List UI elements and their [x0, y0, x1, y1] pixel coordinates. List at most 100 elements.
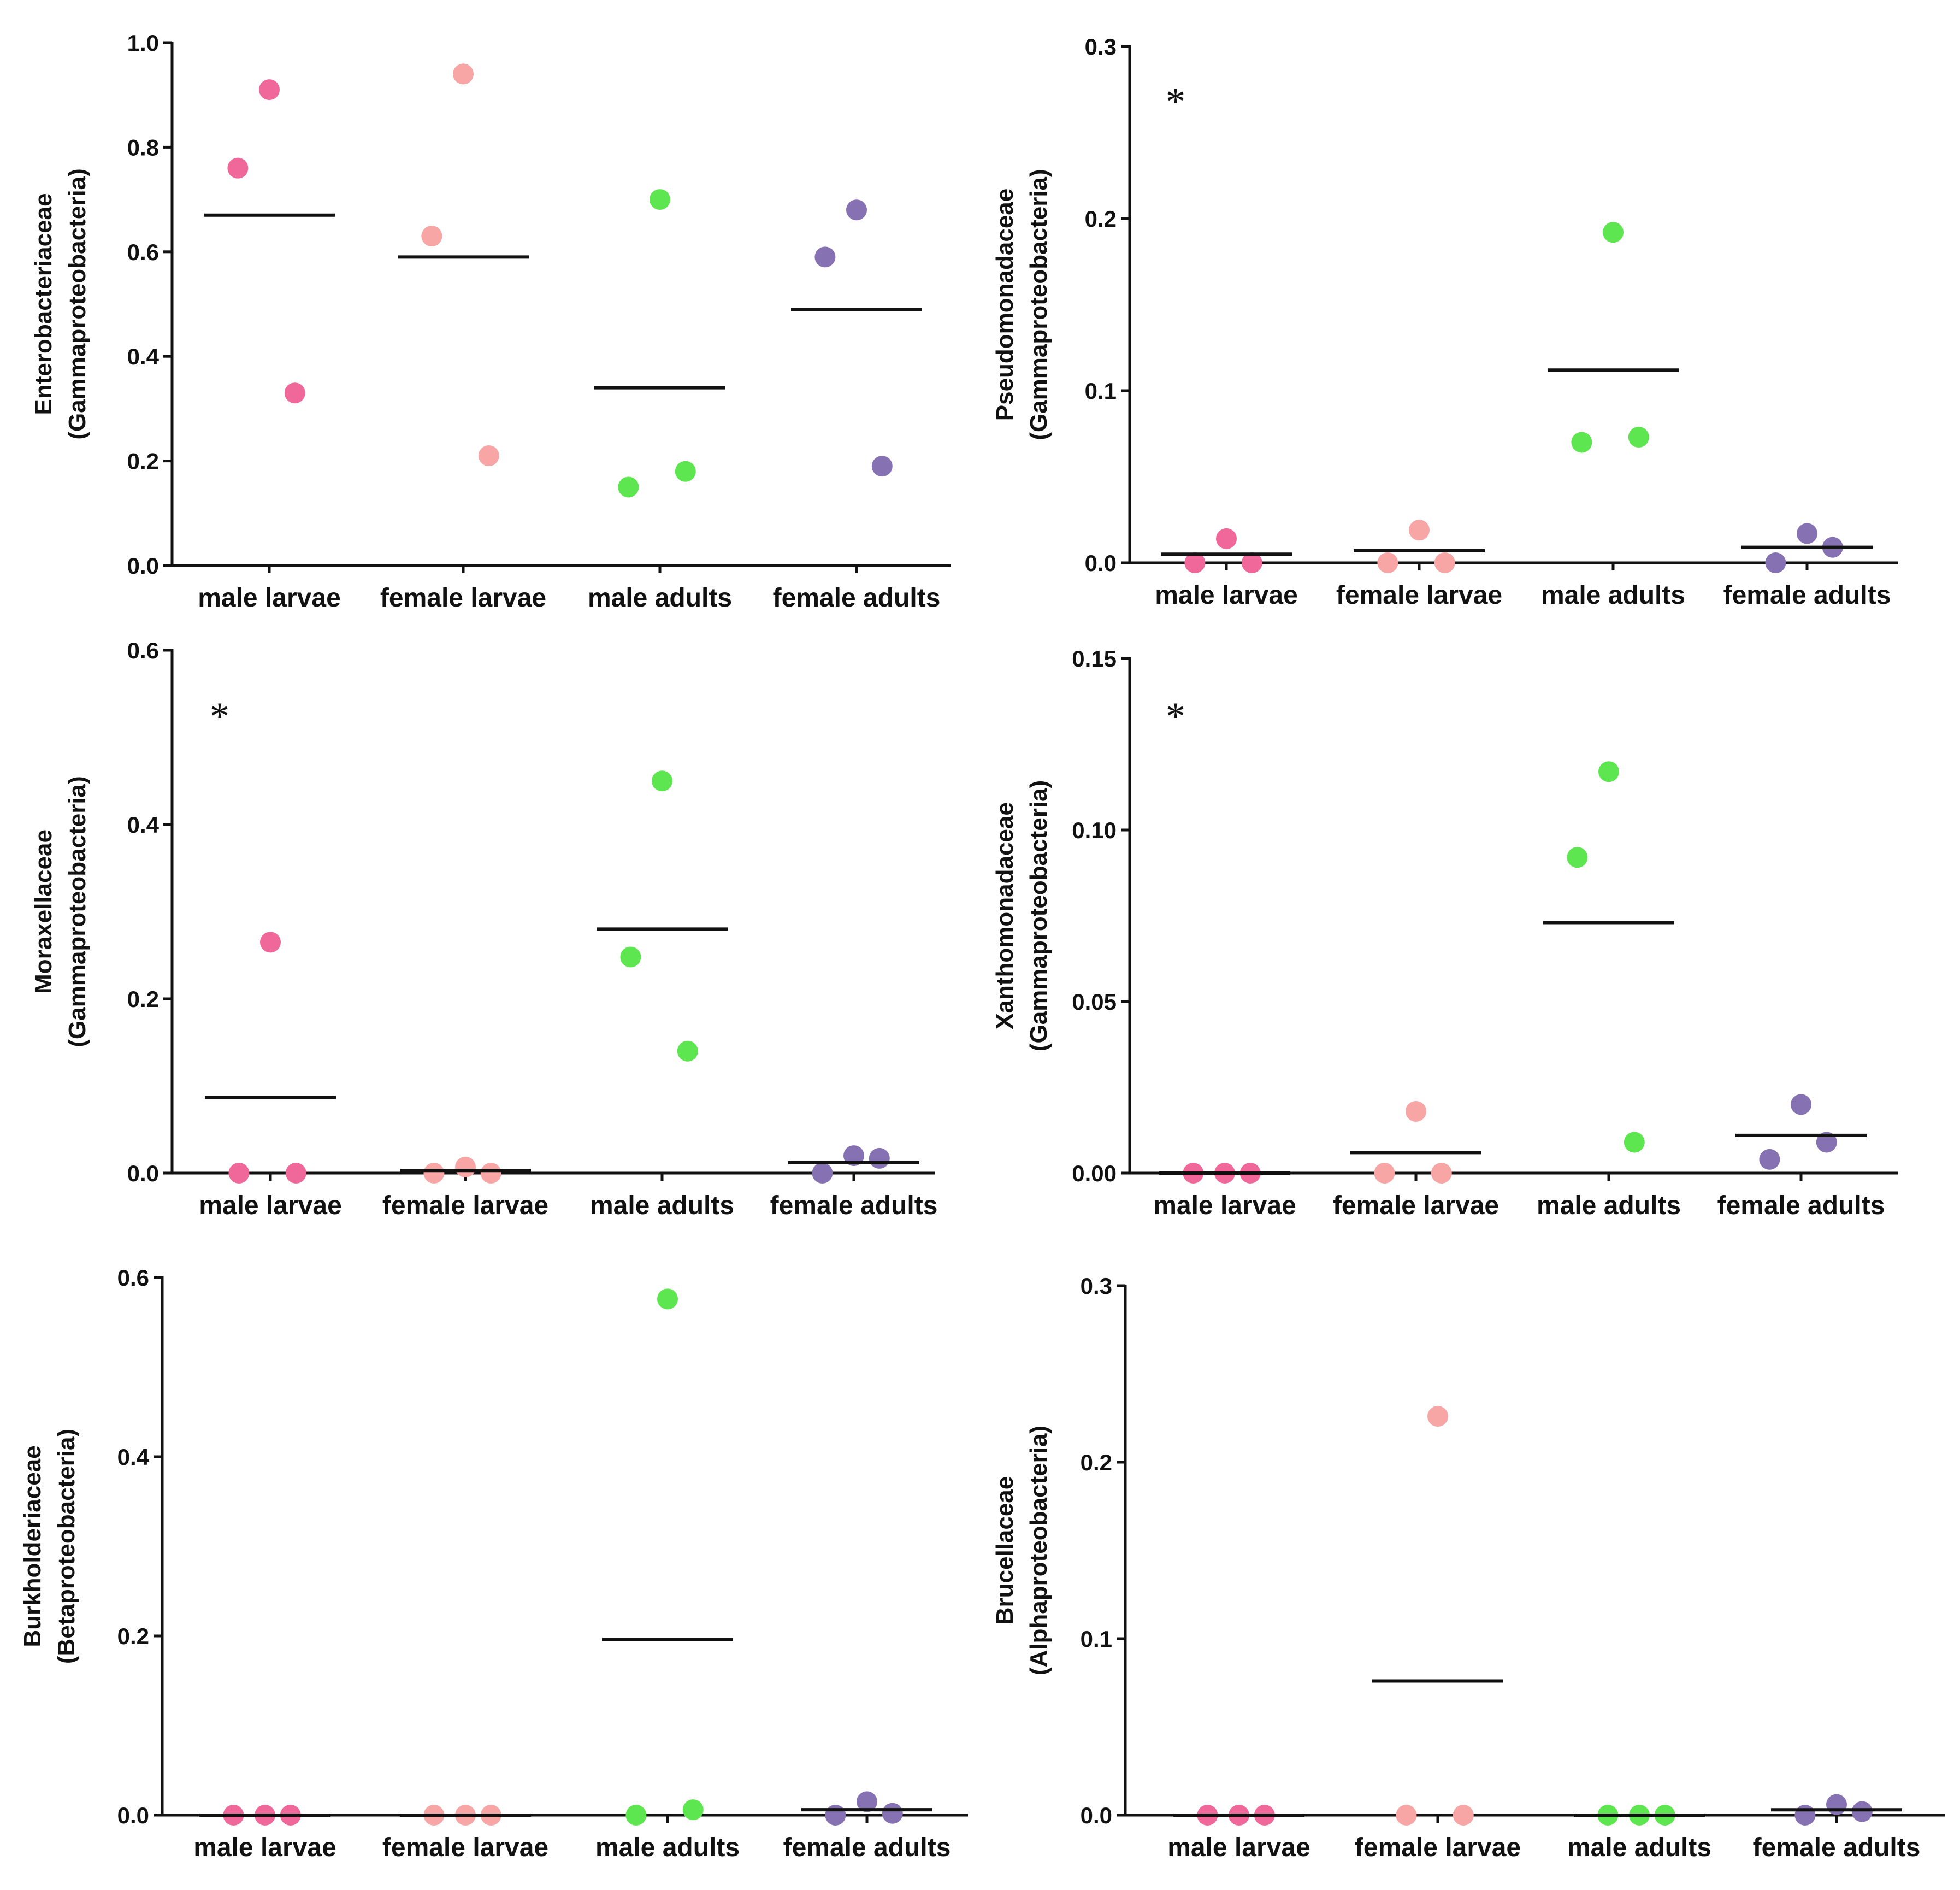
- y-tick-label: 1.0: [127, 30, 159, 56]
- y-axis-label: Xanthomonadaceae: [991, 802, 1018, 1029]
- y-tick-label: 0.15: [1072, 646, 1117, 672]
- panel-1: 0.0 0.2 0.4 0.6 0.8 1.0 Enterobacteriaceae (Gam…: [30, 30, 951, 613]
- data-point: [1603, 222, 1624, 243]
- y-tick-label: 0.2: [1081, 1450, 1112, 1475]
- data-point: [857, 1791, 877, 1812]
- x-tick-label: female larvae: [1336, 581, 1502, 610]
- y-tick-label: 0.0: [117, 1803, 149, 1828]
- data-point: [682, 1799, 704, 1821]
- y-axis-label: Burkholderiaceae: [19, 1445, 46, 1647]
- y-tick-label: 0.3: [1085, 34, 1117, 60]
- y-tick-label: 0.2: [117, 1623, 149, 1649]
- x-tick-label: male adults: [590, 1191, 734, 1220]
- x-tick-label: male adults: [1541, 581, 1685, 610]
- data-point: [285, 1163, 306, 1184]
- y-tick-label: 0.6: [117, 1265, 149, 1291]
- data-point: [1791, 1094, 1811, 1115]
- data-point: [675, 461, 696, 482]
- data-point: [1406, 1100, 1426, 1122]
- data-point: [228, 1163, 250, 1184]
- x-tick-label: female adults: [773, 584, 941, 613]
- significance-marker: *: [210, 694, 229, 738]
- data-point: [869, 1147, 890, 1169]
- data-point: [1434, 552, 1455, 573]
- data-point: [1794, 1805, 1816, 1826]
- y-axis-label: Moraxellaceae: [30, 829, 57, 994]
- data-point: [846, 199, 867, 221]
- data-point: [1759, 1149, 1780, 1170]
- data-point: [1377, 552, 1398, 573]
- y-axis-sublabel: (Gammaproteobacteria): [64, 776, 91, 1047]
- y-tick-label: 0.6: [127, 239, 159, 265]
- y-tick-label: 0.2: [1085, 206, 1117, 232]
- x-tick-label: male adults: [1537, 1191, 1681, 1220]
- data-point: [652, 770, 672, 792]
- x-tick-label: male larvae: [1167, 1833, 1310, 1862]
- data-point: [1216, 528, 1237, 549]
- data-point: [455, 1156, 476, 1177]
- x-tick-label: male larvae: [193, 1833, 336, 1862]
- panel-6: 0.0 0.1 0.2 0.3 Brucellaceae (Alphaproteobact…: [991, 1273, 1945, 1862]
- data-point: [259, 79, 280, 101]
- x-tick-label: male larvae: [198, 584, 341, 613]
- data-point: [478, 445, 499, 467]
- data-point: [1241, 552, 1262, 573]
- data-point: [825, 1805, 846, 1826]
- data-point: [284, 382, 305, 404]
- data-point: [871, 456, 893, 477]
- data-point: [657, 1288, 678, 1310]
- data-point: [620, 946, 641, 968]
- x-tick-label: female larvae: [382, 1191, 548, 1220]
- y-axis-sublabel: (Alphaproteobacteria): [1025, 1426, 1052, 1675]
- y-axis-label: Pseudomonadaceae: [991, 189, 1018, 421]
- x-tick-label: female larvae: [382, 1833, 548, 1862]
- y-axis-label: Enterobacteriaceae: [30, 193, 57, 415]
- panel-3: 0.0 0.2 0.4 0.6 Moraxellaceae (Gammaproteobac…: [30, 638, 937, 1220]
- data-point: [227, 157, 249, 179]
- data-point: [1571, 432, 1592, 453]
- y-tick-label: 0.1: [1085, 378, 1117, 404]
- data-point: [480, 1163, 501, 1184]
- x-tick-label: male larvae: [199, 1191, 342, 1220]
- data-point: [453, 63, 474, 85]
- panel-2: 0.0 0.1 0.2 0.3 Pseudomonadaceae (Gammaproteo…: [991, 34, 1898, 610]
- y-axis-sublabel: (Gammaproteobacteria): [1025, 169, 1052, 440]
- data-point: [1431, 1163, 1452, 1184]
- x-tick-label: female adults: [783, 1833, 951, 1862]
- data-point: [1624, 1132, 1645, 1153]
- data-point: [1816, 1132, 1837, 1153]
- y-axis-sublabel: (Gammaproteobacteria): [64, 168, 91, 439]
- x-tick-label: male larvae: [1153, 1191, 1296, 1220]
- x-tick-label: female larvae: [1355, 1833, 1521, 1862]
- data-point: [1374, 1163, 1395, 1184]
- data-point: [1453, 1805, 1474, 1826]
- x-tick-label: female larvae: [380, 584, 546, 613]
- x-tick-label: male adults: [1567, 1833, 1711, 1862]
- y-tick-label: 0.8: [127, 134, 159, 160]
- data-point: [1851, 1801, 1873, 1822]
- x-tick-label: male larvae: [1155, 581, 1298, 610]
- significance-marker: *: [1166, 80, 1185, 123]
- data-point: [812, 1163, 833, 1184]
- data-point: [423, 1163, 445, 1184]
- y-tick-label: 0.4: [127, 812, 160, 838]
- y-tick-label: 0.6: [127, 638, 159, 663]
- data-point: [677, 1040, 698, 1062]
- data-point: [1184, 552, 1206, 573]
- data-point: [1567, 847, 1588, 868]
- data-point: [625, 1805, 647, 1826]
- data-point: [421, 226, 442, 247]
- y-tick-label: 0.4: [127, 344, 160, 369]
- data-point: [1427, 1406, 1448, 1427]
- data-point: [1797, 523, 1817, 544]
- data-point: [1396, 1805, 1417, 1826]
- y-tick-label: 0.0: [127, 1161, 159, 1186]
- y-tick-label: 0.00: [1072, 1161, 1117, 1186]
- y-tick-label: 0.1: [1081, 1626, 1112, 1652]
- y-tick-label: 0.0: [1081, 1803, 1112, 1828]
- data-point: [1765, 552, 1786, 573]
- data-point: [1628, 427, 1649, 448]
- data-point: [1598, 761, 1619, 782]
- data-point: [650, 189, 670, 210]
